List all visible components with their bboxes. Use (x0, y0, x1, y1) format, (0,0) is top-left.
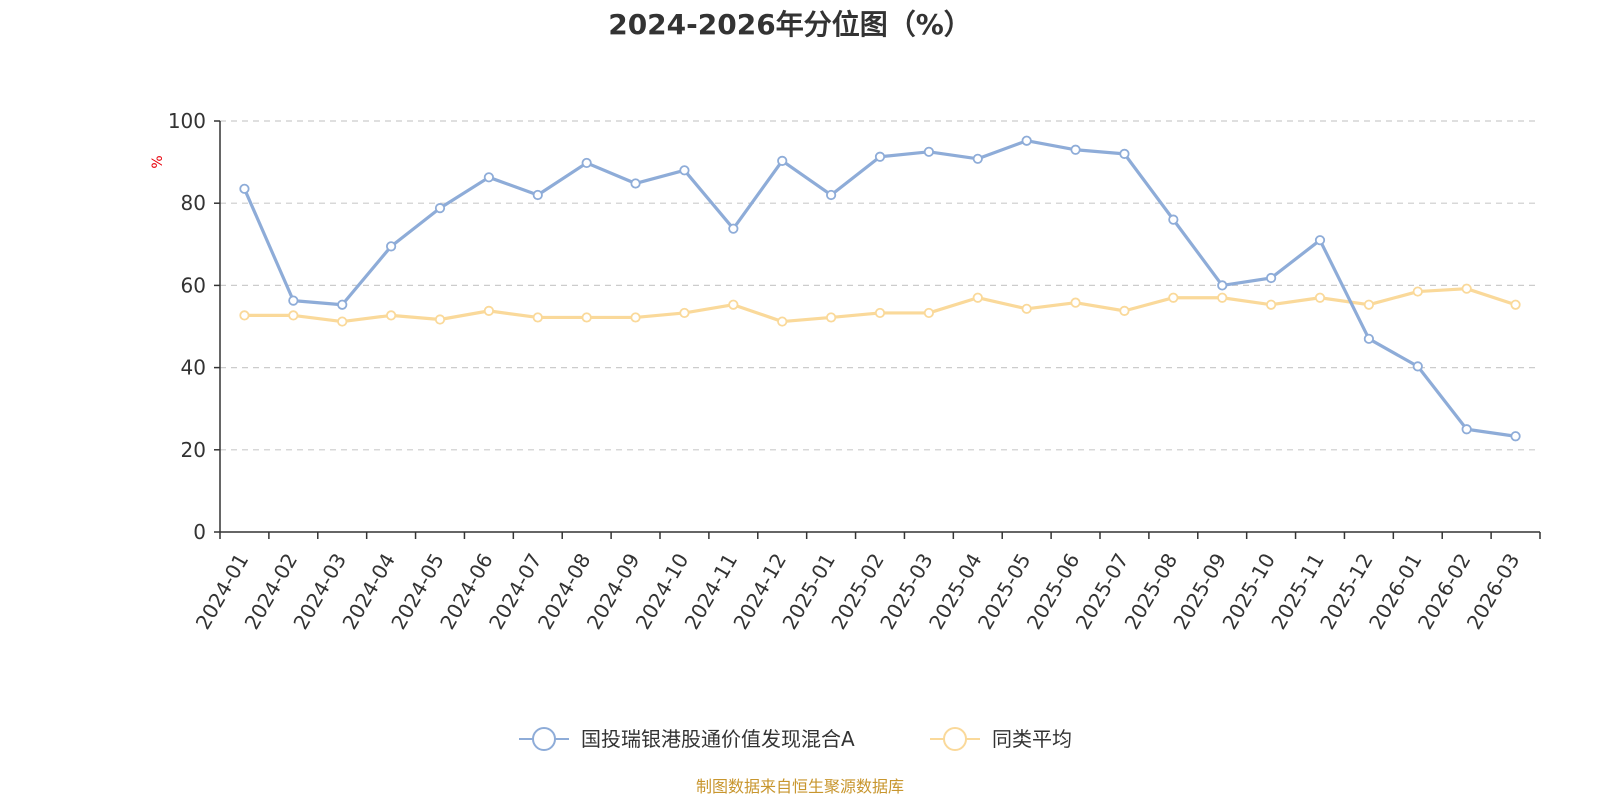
data-point (630, 178, 641, 189)
data-point (288, 310, 299, 321)
source-note: 制图数据来自恒生聚源数据库 (696, 777, 904, 796)
data-point (1510, 431, 1521, 442)
data-point (777, 316, 788, 327)
data-point (972, 292, 983, 303)
data-point (532, 189, 543, 201)
legend-label: 国投瑞银港股通价值发现混合A (581, 727, 855, 751)
data-point (923, 146, 934, 157)
axes (219, 121, 1540, 533)
data-point (874, 151, 886, 162)
data-point (1070, 297, 1081, 308)
data-point (239, 310, 250, 321)
data-point (972, 153, 983, 164)
legend-item-0[interactable]: 国投瑞银港股通价值发现混合A (519, 727, 855, 751)
legend-label: 同类平均 (992, 727, 1072, 751)
data-point (874, 307, 886, 319)
data-point (1461, 283, 1472, 294)
y-tick-label: 40 (181, 356, 206, 380)
data-point (777, 155, 788, 166)
data-point (434, 314, 446, 325)
series-lines (239, 135, 1521, 442)
data-point (728, 299, 739, 310)
legend-item-1[interactable]: 同类平均 (930, 727, 1072, 751)
data-point (1363, 333, 1374, 344)
data-point (630, 312, 641, 323)
data-point (1119, 305, 1130, 316)
y-tick-labels: 0 20 40 60 80 100 (168, 109, 220, 544)
data-point (1217, 280, 1228, 291)
data-point (581, 312, 592, 323)
data-point (1412, 361, 1423, 372)
data-point (826, 189, 837, 201)
data-point (239, 183, 250, 194)
series-line (242, 139, 1516, 438)
y-tick-label: 100 (168, 109, 206, 133)
data-point (386, 241, 397, 252)
x-tick-labels: 2024-012024-022024-032024-042024-052024-… (191, 532, 1541, 633)
legend[interactable]: 国投瑞银港股通价值发现混合A 同类平均 (519, 727, 1072, 751)
y-axis-unit-label: % (150, 155, 166, 168)
data-point (1314, 292, 1326, 303)
data-point (1070, 144, 1081, 155)
data-point (1168, 292, 1179, 303)
data-point (1412, 286, 1423, 297)
chart-title: 2024-2026年分位图（%） (608, 8, 972, 41)
data-point (1314, 235, 1326, 246)
data-point (1021, 303, 1032, 314)
data-point (288, 295, 299, 306)
data-point (434, 203, 446, 214)
data-point (483, 172, 494, 183)
data-point (923, 307, 934, 319)
data-point (826, 312, 837, 323)
series-1 (239, 283, 1521, 327)
data-point (1363, 299, 1374, 310)
data-point (679, 165, 690, 176)
data-point (337, 316, 348, 327)
data-point (581, 157, 592, 169)
y-tick-label: 80 (181, 191, 206, 215)
data-point (679, 307, 690, 319)
data-point (1266, 272, 1277, 284)
data-point (1021, 135, 1032, 146)
data-point (1266, 299, 1277, 310)
series-0 (239, 135, 1521, 442)
data-point (386, 310, 397, 321)
data-point (1217, 292, 1228, 303)
y-tick-label: 60 (181, 273, 206, 297)
data-point (1461, 424, 1472, 435)
data-point (1168, 214, 1179, 225)
data-point (337, 299, 348, 310)
legend-marker (943, 727, 967, 751)
y-tick-label: 20 (181, 438, 206, 462)
data-point (1510, 299, 1521, 310)
data-point (728, 223, 739, 234)
data-point (1119, 148, 1130, 159)
legend-marker (532, 727, 556, 751)
data-point (532, 312, 543, 323)
data-point (483, 305, 494, 316)
y-tick-label: 0 (193, 520, 206, 544)
